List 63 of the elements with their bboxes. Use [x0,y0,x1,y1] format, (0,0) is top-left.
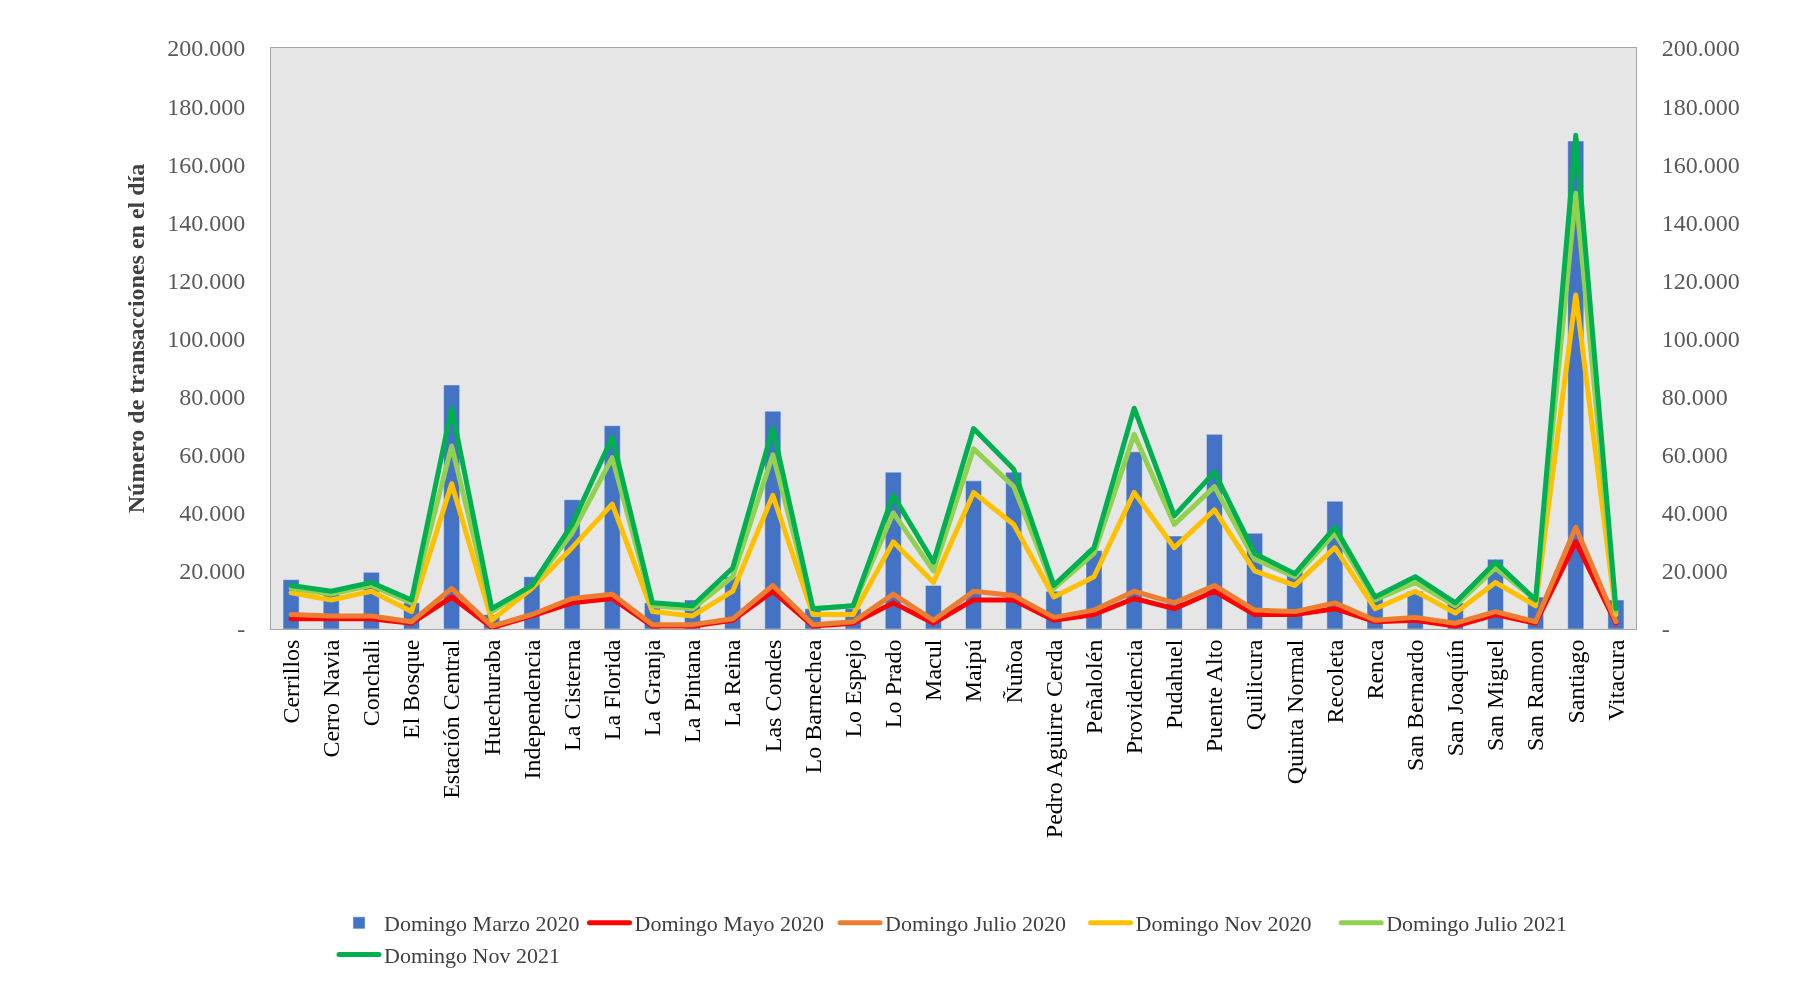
x-tick-label: La Cisterna [558,639,585,751]
y-tick-label: 60.000 [179,442,246,469]
x-tick-label: Ñuñoa [1000,639,1027,704]
legend-label: Domingo Julio 2020 [885,911,1066,937]
x-tick-label: San Joaquín [1442,639,1469,757]
y-axis-title: Número de transacciones en el día [123,163,150,514]
legend-label: Domingo Marzo 2020 [384,911,580,937]
y2-tick-label: 100.000 [1661,325,1740,352]
x-tick-label: Quinta Normal [1281,639,1308,785]
x-tick-label: Quilicura [1241,639,1268,731]
y-tick-label: 180.000 [167,93,246,120]
y-tick-label: 20.000 [179,558,246,585]
x-tick-label: Providencia [1120,639,1147,755]
x-tick-label: Puente Alto [1201,639,1228,753]
y2-tick-label: 180.000 [1661,93,1740,120]
x-tick-label: Cerrillos [277,639,304,724]
y-tick-label: 80.000 [179,384,246,410]
x-tick-label: Macul [920,639,947,701]
x-tick-label: Pudahuel [1161,639,1188,729]
x-tick-label: Conchali [358,639,385,727]
x-tick-label: Independencia [518,639,545,780]
y-tick-label: 100.000 [167,325,246,352]
x-tick-label: El Bosque [398,639,425,739]
x-tick-label: La Pintana [679,639,706,743]
y2-tick-label: 120.000 [1661,267,1740,294]
y-tick-label: 140.000 [167,209,246,236]
x-tick-label: Las Condes [759,639,786,753]
y2-tick-label: 60.000 [1661,442,1728,469]
x-tick-label: Vitacura [1602,639,1629,721]
y2-tick-label: 140.000 [1661,209,1740,236]
x-tick-label: Santiago [1562,639,1589,724]
x-tick-label: San Ramon [1522,639,1549,751]
y-tick-label: - [237,616,246,643]
x-tick-label: Peñalolén [1080,639,1107,735]
legend-label: Domingo Julio 2021 [1386,911,1568,937]
x-tick-label: Lo Espejo [839,639,866,738]
x-tick-label: Cerro Navia [318,639,345,758]
x-tick-label: Pedro Aguirre Cerda [1040,639,1067,839]
legend-label: Domingo Mayo 2020 [634,911,824,937]
y2-tick-label: - [1661,616,1670,643]
y2-tick-label: 80.000 [1661,384,1728,410]
x-tick-label: San Miguel [1482,639,1509,751]
legend-label: Domingo Nov 2021 [384,943,560,969]
x-tick-label: Lo Prado [880,639,907,729]
x-tick-label: San Bernardo [1401,639,1428,771]
x-tick-label: Maipú [960,639,987,703]
x-tick-label: Recoleta [1321,639,1348,724]
legend-label: Domingo Nov 2020 [1135,911,1312,937]
x-tick-label: Huechuraba [478,639,505,756]
y-tick-label: 120.000 [167,267,246,294]
x-tick-label: Renca [1361,639,1388,700]
x-tick-label: Lo Barnechea [799,639,826,774]
y-tick-label: 200.000 [167,35,246,62]
x-tick-label: Estación Central [438,639,465,799]
y2-tick-label: 160.000 [1661,151,1740,178]
y2-tick-label: 20.000 [1661,558,1728,585]
y-tick-label: 40.000 [179,500,246,527]
y2-tick-label: 200.000 [1661,35,1740,62]
x-tick-label: La Reina [719,639,746,727]
x-tick-label: La Granja [639,639,666,737]
y2-tick-label: 40.000 [1661,500,1728,527]
y-tick-label: 160.000 [167,151,246,178]
x-tick-label: La Florida [599,639,626,741]
